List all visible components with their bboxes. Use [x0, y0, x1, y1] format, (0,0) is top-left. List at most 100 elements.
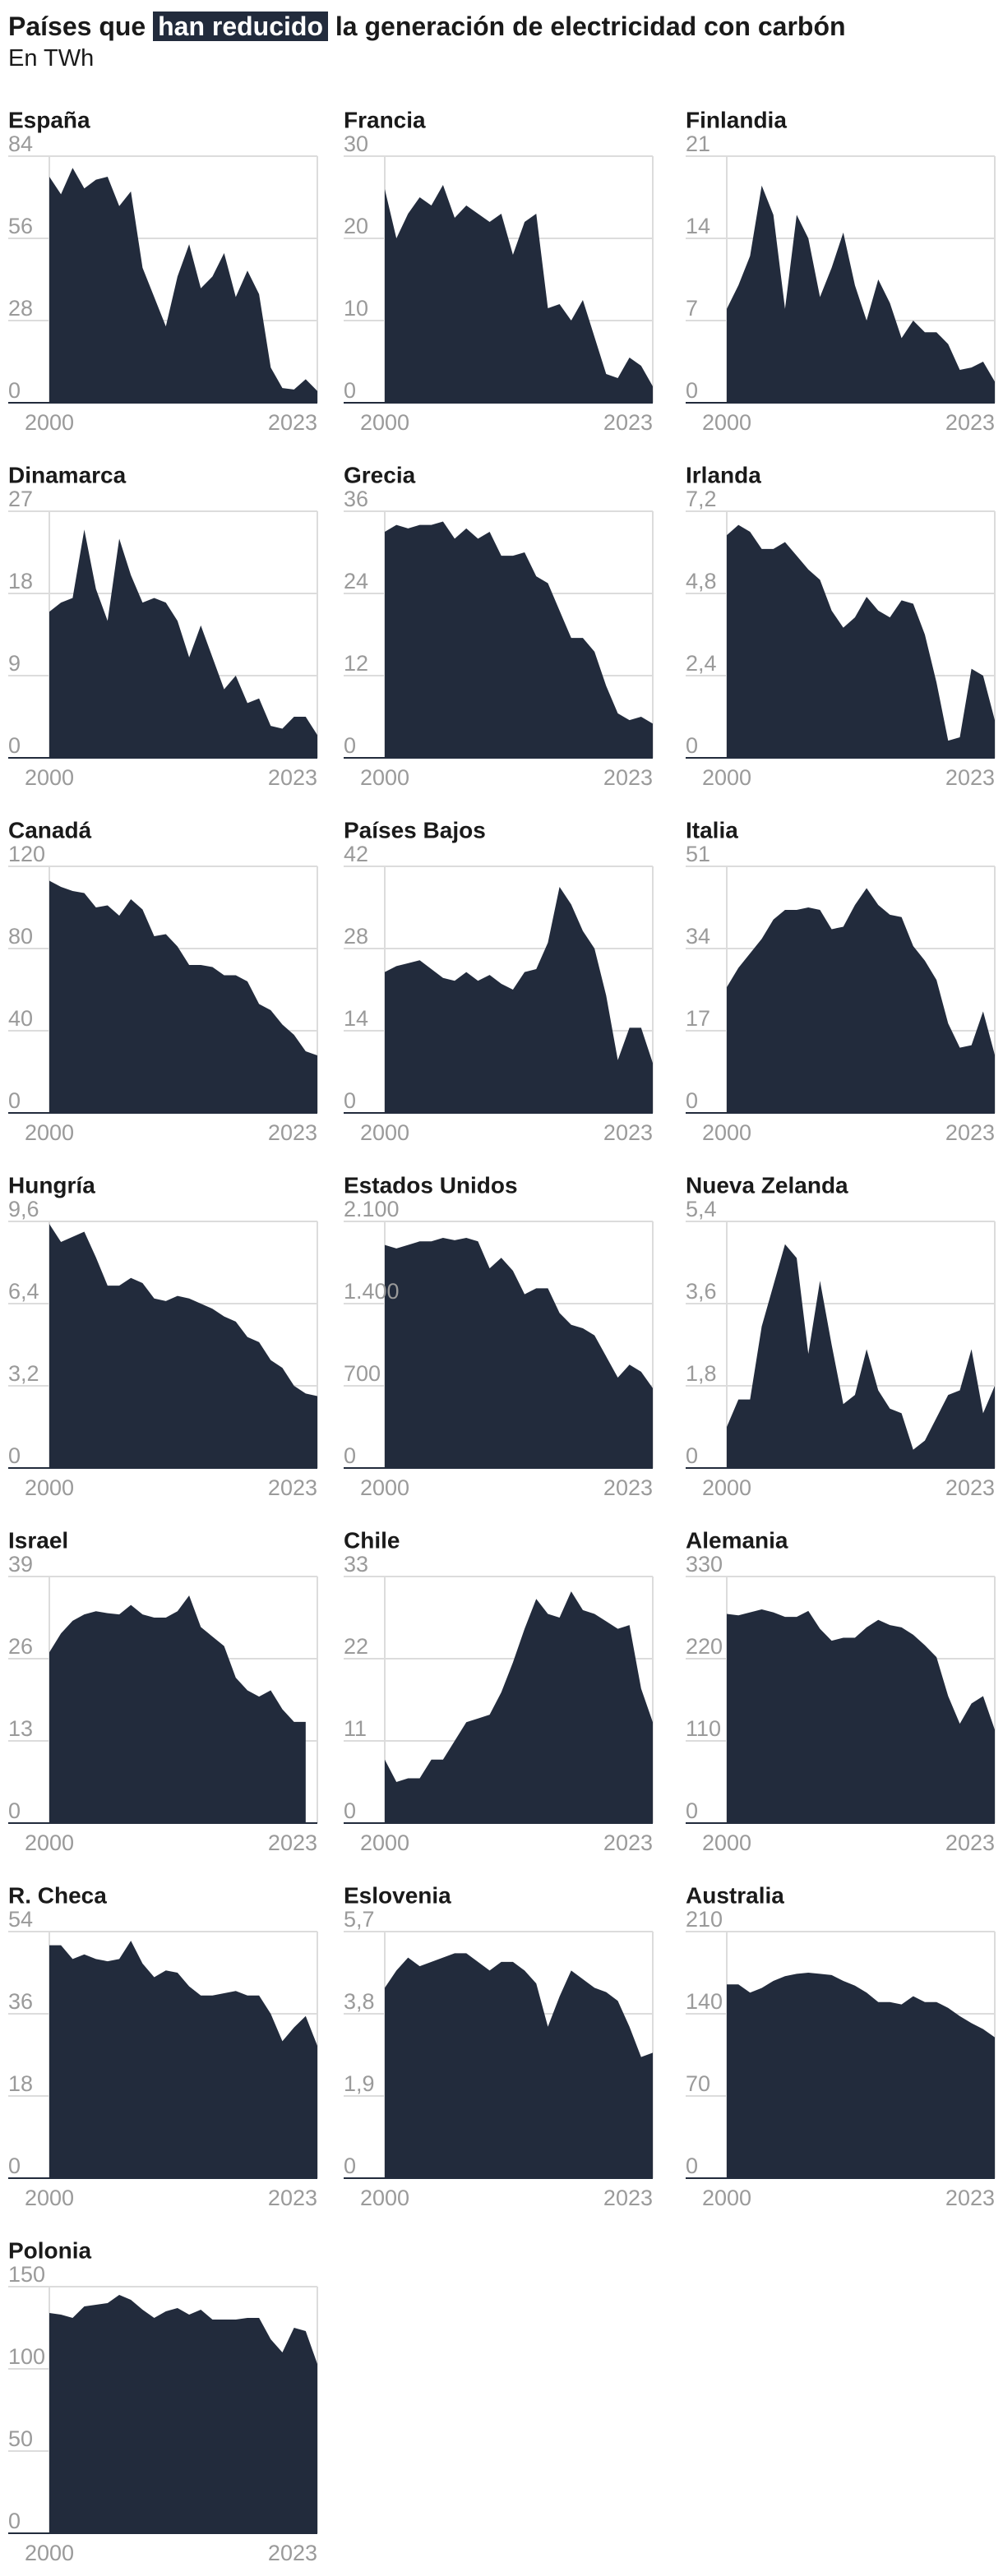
y-tick-label: 0	[344, 378, 356, 403]
y-tick-label: 39	[8, 1552, 33, 1577]
area	[727, 1244, 995, 1468]
y-tick-label: 0	[344, 2154, 356, 2178]
y-tick-label: 9	[8, 651, 21, 676]
x-tick-label: 2000	[360, 2186, 409, 2210]
y-tick-label: 24	[344, 569, 368, 593]
panel-title: Dinamarca	[8, 462, 127, 487]
x-tick-label: 2023	[268, 1830, 317, 1855]
y-tick-label: 5,4	[686, 1197, 717, 1221]
x-tick-label: 2000	[702, 410, 751, 435]
y-tick-label: 51	[686, 842, 710, 866]
y-tick-label: 56	[8, 214, 33, 238]
area	[385, 1591, 653, 1823]
subtitle: En TWh	[8, 45, 95, 72]
y-tick-label: 12	[344, 651, 368, 676]
x-tick-label: 2023	[603, 410, 653, 435]
y-tick-label: 0	[344, 1798, 356, 1823]
y-tick-label: 5,7	[344, 1907, 375, 1932]
y-tick-label: 0	[686, 733, 698, 758]
area	[727, 185, 995, 403]
y-tick-label: 2,4	[686, 651, 717, 676]
y-tick-label: 0	[686, 1443, 698, 1468]
x-tick-label: 2023	[945, 1830, 995, 1855]
x-tick-label: 2000	[25, 1475, 74, 1500]
x-tick-label: 2000	[360, 410, 409, 435]
y-tick-label: 14	[344, 1006, 368, 1031]
y-tick-label: 40	[8, 1006, 33, 1031]
y-tick-label: 20	[344, 214, 368, 238]
y-tick-label: 26	[8, 1634, 33, 1659]
area	[385, 887, 653, 1113]
x-tick-label: 2000	[25, 765, 74, 790]
panel-title: R. Checa	[8, 1882, 107, 1908]
x-tick-label: 2023	[945, 765, 995, 790]
y-tick-label: 0	[686, 1088, 698, 1113]
y-tick-label: 42	[344, 842, 368, 866]
panel-title: Nueva Zelanda	[686, 1172, 848, 1198]
area	[727, 1973, 995, 2178]
x-tick-label: 2000	[702, 2186, 751, 2210]
y-tick-label: 140	[686, 1989, 723, 2014]
x-tick-label: 2023	[603, 1830, 653, 1855]
y-tick-label: 11	[344, 1716, 367, 1741]
panel-title: Israel	[8, 1527, 68, 1553]
y-tick-label: 0	[686, 1798, 698, 1823]
title-part: Países que	[8, 12, 146, 41]
area	[49, 880, 317, 1113]
panel-title: Alemania	[686, 1527, 788, 1553]
x-tick-label: 2023	[268, 2186, 317, 2210]
area	[49, 2295, 317, 2533]
y-tick-label: 0	[344, 1088, 356, 1113]
y-tick-label: 100	[8, 2344, 45, 2369]
x-tick-label: 2000	[25, 2541, 74, 2565]
y-tick-label: 1,8	[686, 1361, 717, 1386]
y-tick-label: 10	[344, 296, 368, 321]
x-tick-label: 2023	[268, 1120, 317, 1145]
y-tick-label: 80	[8, 924, 33, 949]
panel-title: Canadá	[8, 817, 92, 843]
panel-title: Chile	[344, 1527, 400, 1553]
x-tick-label: 2023	[945, 2186, 995, 2210]
area	[385, 521, 653, 758]
y-tick-label: 6,4	[8, 1279, 39, 1304]
y-tick-label: 9,6	[8, 1197, 39, 1221]
area	[727, 1609, 995, 1823]
y-tick-label: 36	[344, 487, 368, 511]
y-tick-label: 110	[686, 1716, 721, 1741]
area	[49, 1595, 306, 1823]
y-tick-label: 14	[686, 214, 710, 238]
y-tick-label: 28	[344, 924, 368, 949]
y-tick-label: 0	[8, 1443, 21, 1468]
y-tick-label: 210	[686, 1907, 723, 1932]
y-tick-label: 0	[8, 1088, 21, 1113]
panel-title: Países Bajos	[344, 817, 486, 843]
x-tick-label: 2023	[603, 2186, 653, 2210]
y-tick-label: 1.400	[344, 1279, 400, 1304]
x-tick-label: 2023	[945, 1120, 995, 1145]
y-tick-label: 3,2	[8, 1361, 39, 1386]
y-tick-label: 22	[344, 1634, 368, 1659]
panel-title: Irlanda	[686, 462, 761, 487]
y-tick-label: 0	[8, 378, 21, 403]
panel-title: Australia	[686, 1882, 784, 1908]
x-tick-label: 2000	[702, 765, 751, 790]
y-tick-label: 2.100	[344, 1197, 400, 1221]
y-tick-label: 0	[686, 2154, 698, 2178]
y-tick-label: 3,6	[686, 1279, 717, 1304]
y-tick-label: 0	[344, 733, 356, 758]
x-tick-label: 2000	[702, 1120, 751, 1145]
y-tick-label: 0	[8, 2509, 21, 2533]
x-tick-label: 2000	[360, 1120, 409, 1145]
panel-title: Hungría	[8, 1172, 95, 1198]
y-tick-label: 33	[344, 1552, 368, 1577]
x-tick-label: 2023	[268, 410, 317, 435]
x-tick-label: 2023	[268, 765, 317, 790]
y-tick-label: 30	[344, 132, 368, 156]
y-tick-label: 0	[8, 2154, 21, 2178]
panel-title: Polonia	[8, 2237, 92, 2263]
y-tick-label: 3,8	[344, 1989, 375, 2014]
y-tick-label: 150	[8, 2262, 45, 2287]
x-tick-label: 2000	[702, 1830, 751, 1855]
